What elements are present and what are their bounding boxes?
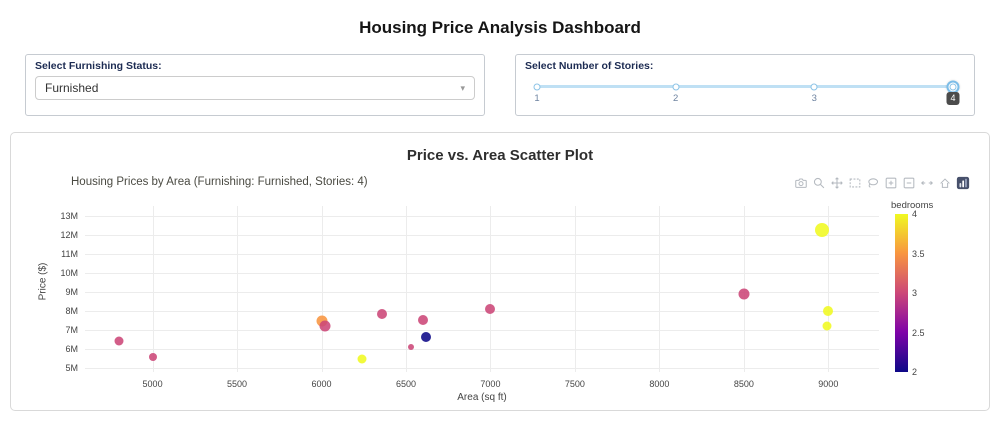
chart-card-title: Price vs. Area Scatter Plot	[406, 147, 594, 164]
gridline-horizontal	[85, 215, 879, 217]
x-axis-title: Area (sq ft)	[457, 392, 507, 403]
y-axis-title: Price ($)	[37, 262, 49, 301]
chart-region: 5000 5500 6000 6500 7000 7500 8000 8500 9000 5M 6M…	[25, 200, 975, 403]
gridline-vertical	[828, 206, 830, 372]
x-tick-label: 7000	[480, 379, 501, 389]
scatter-point[interactable]	[114, 336, 124, 346]
scatter-point[interactable]	[421, 331, 432, 342]
furnishing-label: Select Furnishing Status:	[35, 60, 162, 72]
stories-control-card: Select Number of Stories: 1 2 3 4	[515, 54, 975, 116]
colorbar-tick-label: 3	[912, 288, 918, 298]
slider-mark-label[interactable]: 2	[673, 93, 679, 104]
colorbar-gradient	[895, 214, 908, 372]
gridline-horizontal	[85, 349, 879, 351]
y-tick-label: 5M	[65, 363, 78, 374]
scatter-point[interactable]	[377, 308, 388, 319]
gridline-horizontal	[85, 291, 879, 293]
camera-icon[interactable]	[793, 176, 809, 190]
chevron-down-icon[interactable]: ▾	[460, 82, 465, 93]
lasso-select-icon[interactable]	[865, 176, 881, 190]
y-tick-label: 10M	[60, 267, 78, 278]
scatter-point[interactable]	[417, 315, 428, 326]
x-tick-label: 7500	[564, 379, 585, 389]
x-tick-label: 8000	[649, 379, 670, 389]
y-tick-label: 7M	[65, 325, 78, 336]
gridline-horizontal	[85, 253, 879, 255]
colorbar-tick-label: 2.5	[912, 327, 925, 338]
gridline-vertical	[237, 206, 239, 372]
plotly-modebar	[793, 176, 971, 190]
scatter-point[interactable]	[148, 352, 157, 361]
colorbar-label: bedrooms	[891, 200, 934, 211]
scatter-point[interactable]	[357, 354, 367, 364]
zoom-out-icon[interactable]	[901, 176, 917, 190]
gridline-horizontal	[85, 272, 879, 274]
gridline-vertical	[405, 206, 407, 372]
gridline-vertical	[152, 206, 154, 372]
gridline-vertical	[574, 206, 576, 372]
scatter-point[interactable]	[319, 320, 331, 332]
plot-area[interactable]: 5000 5500 6000 6500 7000 7500 8000 8500 9000 5M 6M…	[60, 206, 879, 389]
gridline-horizontal	[85, 330, 879, 332]
zoom-icon[interactable]	[811, 176, 827, 190]
gridline-vertical	[321, 206, 323, 372]
x-tick-label: 8500	[733, 379, 754, 389]
page-title: Housing Price Analysis Dashboard	[359, 18, 641, 37]
slider-mark-dot[interactable]	[533, 83, 541, 90]
y-tick-label: 12M	[60, 229, 78, 240]
gridline-horizontal	[85, 368, 879, 370]
colorbar-tick-label: 2	[912, 367, 918, 377]
slider-mark-dot[interactable]	[672, 83, 680, 90]
controls-row: Select Furnishing Status: Furnished ▾ Se…	[25, 54, 975, 116]
scatter-point[interactable]	[485, 304, 496, 315]
autoscale-icon[interactable]	[919, 176, 935, 190]
x-tick-label: 9000	[818, 379, 839, 389]
colorbar: bedrooms 2 2.5 3 3.5 4	[887, 200, 949, 377]
x-tick-label: 6000	[311, 379, 332, 389]
scatter-point[interactable]	[408, 344, 415, 351]
y-tick-label: 8M	[65, 305, 78, 316]
slider-mark-dot[interactable]	[949, 83, 957, 90]
chart-card: Price vs. Area Scatter Plot Housing Pric…	[10, 132, 990, 411]
stories-label: Select Number of Stories:	[525, 60, 654, 72]
scatter-point[interactable]	[822, 321, 832, 331]
gridline-horizontal	[85, 310, 879, 312]
y-tick-label: 9M	[65, 286, 78, 297]
chart-header: Housing Prices by Area (Furnishing: Furn…	[25, 176, 975, 198]
slider-mark-dot[interactable]	[810, 83, 818, 90]
colorbar-tick-label: 3.5	[912, 248, 925, 259]
furnishing-dropdown[interactable]: Furnished ▾	[35, 76, 475, 100]
slider-mark-label[interactable]: 3	[811, 93, 817, 104]
pan-icon[interactable]	[829, 176, 845, 190]
slider-rail[interactable]	[537, 85, 953, 88]
x-tick-label: 5000	[142, 379, 163, 389]
scatter-point[interactable]	[823, 305, 834, 316]
zoom-in-icon[interactable]	[883, 176, 899, 190]
scatter-point[interactable]	[814, 222, 829, 237]
furnishing-dropdown-value: Furnished	[45, 81, 99, 95]
gridline-vertical	[659, 206, 661, 372]
colorbar-tick-label: 4	[912, 209, 918, 219]
stories-slider[interactable]: 1 2 3 4	[533, 80, 960, 108]
box-select-icon[interactable]	[847, 176, 863, 190]
furnishing-control-card: Select Furnishing Status: Furnished ▾	[25, 54, 485, 116]
scatter-point[interactable]	[738, 288, 750, 300]
gridline-vertical	[490, 206, 492, 372]
gridline-horizontal	[85, 234, 879, 236]
y-tick-label: 6M	[65, 344, 78, 355]
y-tick-label: 13M	[60, 210, 78, 221]
y-tick-label: 11M	[61, 248, 78, 259]
x-tick-label: 6500	[395, 379, 416, 389]
slider-value-badge[interactable]: 4	[946, 92, 960, 105]
slider-mark-label[interactable]: 1	[534, 93, 540, 104]
dashboard-page: Housing Price Analysis Dashboard Select …	[0, 18, 1000, 411]
reset-axes-icon[interactable]	[937, 176, 953, 190]
chart-title: Housing Prices by Area (Furnishing: Furn…	[71, 176, 368, 188]
x-tick-label: 5500	[227, 379, 248, 389]
plotly-logo-icon[interactable]	[955, 176, 971, 190]
